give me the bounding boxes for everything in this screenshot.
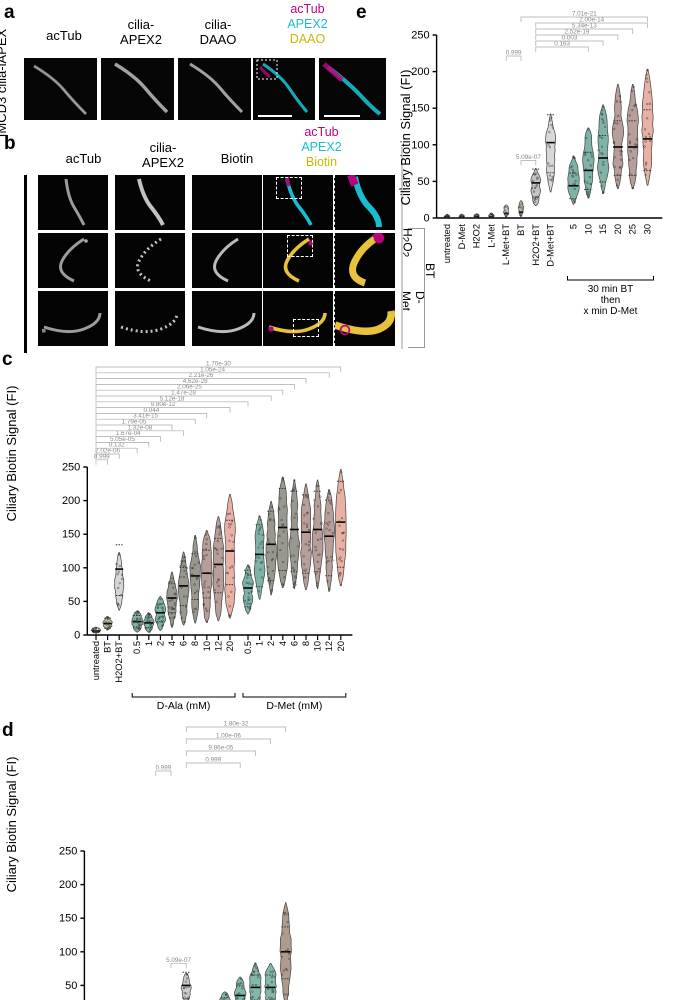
svg-text:D-Met (mM): D-Met (mM) <box>266 700 322 712</box>
svg-text:8: 8 <box>190 641 200 646</box>
svg-text:150: 150 <box>62 529 80 541</box>
svg-text:12: 12 <box>213 641 223 651</box>
svg-text:25: 25 <box>628 224 638 234</box>
svg-text:15: 15 <box>598 224 608 234</box>
svg-text:2: 2 <box>266 641 276 646</box>
svg-text:BT: BT <box>516 224 526 236</box>
svg-text:6: 6 <box>179 641 189 646</box>
svg-text:9.86e-05: 9.86e-05 <box>208 745 233 752</box>
svg-text:untreated: untreated <box>91 641 101 680</box>
svg-text:H2O2: H2O2 <box>472 224 482 248</box>
svg-text:0.999: 0.999 <box>156 765 172 772</box>
svg-text:20: 20 <box>336 641 346 651</box>
svg-text:30 min BT: 30 min BT <box>588 284 634 295</box>
svg-text:D-Ala (mM): D-Ala (mM) <box>157 700 211 712</box>
svg-text:200: 200 <box>59 879 77 891</box>
svg-text:1.00e-06: 1.00e-06 <box>216 733 241 740</box>
svg-text:50: 50 <box>417 176 429 188</box>
svg-text:6: 6 <box>289 641 299 646</box>
svg-text:0.5: 0.5 <box>243 641 253 654</box>
svg-text:100: 100 <box>411 139 429 151</box>
svg-text:D-Met: D-Met <box>457 224 467 250</box>
svg-text:1: 1 <box>144 641 154 646</box>
svg-text:100: 100 <box>59 946 77 958</box>
svg-text:5: 5 <box>569 224 579 229</box>
svg-text:1.80e-32: 1.80e-32 <box>224 721 249 728</box>
svg-text:0: 0 <box>74 630 80 642</box>
svg-text:2: 2 <box>155 641 165 646</box>
svg-text:1.70e-30: 1.70e-30 <box>206 361 231 368</box>
svg-text:H2O2+BT: H2O2+BT <box>531 224 541 266</box>
svg-text:250: 250 <box>59 846 77 858</box>
svg-text:50: 50 <box>65 980 77 992</box>
svg-text:200: 200 <box>62 495 80 507</box>
svg-text:12: 12 <box>324 641 334 651</box>
svg-text:8: 8 <box>301 641 311 646</box>
svg-text:0.999: 0.999 <box>205 757 221 764</box>
svg-text:30: 30 <box>643 224 653 234</box>
svg-text:0.5: 0.5 <box>132 641 142 654</box>
svg-text:250: 250 <box>62 462 80 474</box>
svg-text:250: 250 <box>411 30 429 42</box>
svg-text:D-Met+BT: D-Met+BT <box>546 224 556 267</box>
svg-text:7.01e-21: 7.01e-21 <box>572 11 597 18</box>
svg-text:200: 200 <box>411 66 429 78</box>
svg-text:50: 50 <box>68 596 80 608</box>
svg-text:2.52e-19: 2.52e-19 <box>564 29 589 36</box>
svg-text:20: 20 <box>225 641 235 651</box>
svg-text:20: 20 <box>613 224 623 234</box>
svg-text:H2O2+BT: H2O2+BT <box>114 641 124 683</box>
svg-text:1: 1 <box>255 641 265 646</box>
svg-text:4: 4 <box>278 641 288 646</box>
svg-text:untreated: untreated <box>442 224 452 263</box>
svg-text:150: 150 <box>59 913 77 925</box>
svg-text:x min D-Met: x min D-Met <box>584 306 638 317</box>
svg-text:0.163: 0.163 <box>554 41 570 48</box>
svg-text:L-Met: L-Met <box>486 224 496 248</box>
svg-text:5.34e-13: 5.34e-13 <box>572 23 597 30</box>
svg-text:0.999: 0.999 <box>506 50 522 57</box>
svg-text:0: 0 <box>423 213 429 225</box>
svg-text:4: 4 <box>167 641 177 646</box>
svg-text:then: then <box>601 295 620 306</box>
svg-text:5.09e-07: 5.09e-07 <box>166 957 191 964</box>
svg-text:L-Met+BT: L-Met+BT <box>501 224 511 265</box>
svg-text:BT: BT <box>103 641 113 653</box>
svg-text:150: 150 <box>411 103 429 115</box>
svg-text:2.00e-14: 2.00e-14 <box>579 17 604 24</box>
svg-text:10: 10 <box>583 224 593 234</box>
svg-text:5.09e-07: 5.09e-07 <box>516 154 541 161</box>
svg-text:10: 10 <box>313 641 323 651</box>
svg-text:100: 100 <box>62 562 80 574</box>
svg-text:0.003: 0.003 <box>562 35 578 42</box>
svg-text:10: 10 <box>202 641 212 651</box>
